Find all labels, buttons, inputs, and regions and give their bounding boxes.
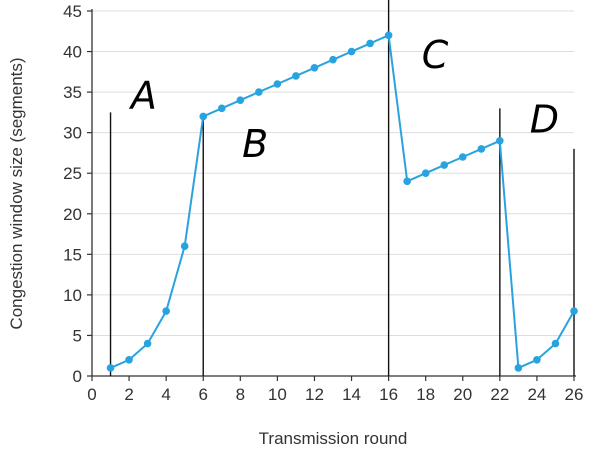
y-tick-label: 45: [63, 2, 82, 21]
y-axis-ticks: 0 5 10 15 20 25 30 35 40 45: [63, 2, 92, 386]
y-tick-label: 15: [63, 245, 82, 264]
x-tick-label: 10: [268, 385, 287, 404]
data-point: [347, 47, 356, 56]
grid-lines: [92, 10, 574, 336]
x-axis-title: Transmission round: [259, 429, 408, 448]
x-tick-label: 26: [565, 385, 584, 404]
y-tick-label: 0: [73, 367, 82, 386]
data-point: [514, 364, 523, 372]
data-point: [255, 88, 263, 96]
y-tick-label: 25: [63, 164, 82, 183]
y-tick-label: 35: [63, 83, 82, 102]
data-point: [533, 355, 541, 364]
data-point: [162, 307, 170, 315]
axes: [91, 9, 576, 377]
data-point: [273, 80, 282, 88]
data-point: [384, 31, 393, 40]
y-tick-label: 30: [63, 124, 82, 143]
x-axis-ticks: 0 2 4 6 8 10 12 14 16 18 20 22 24 26: [87, 376, 583, 404]
x-tick-label: 6: [198, 385, 207, 404]
annotations: A B C D: [128, 33, 559, 166]
data-point: [458, 153, 467, 161]
x-tick-label: 16: [379, 385, 398, 404]
data-point: [477, 145, 486, 153]
x-tick-label: 20: [453, 385, 472, 404]
data-points: [106, 31, 578, 372]
x-tick-label: 24: [527, 385, 546, 404]
y-tick-label: 40: [63, 43, 82, 62]
data-point: [143, 339, 152, 348]
y-axis-title: Congestion window size (segments): [7, 57, 26, 329]
annotation-label: A: [128, 73, 157, 117]
annotation-label: B: [242, 122, 268, 166]
x-tick-label: 2: [124, 385, 133, 404]
series-line: [110, 34, 575, 369]
data-point: [329, 55, 337, 64]
data-point: [106, 364, 115, 372]
x-tick-label: 22: [490, 385, 509, 404]
x-tick-label: 18: [416, 385, 435, 404]
y-tick-label: 5: [73, 326, 82, 345]
data-point: [292, 72, 300, 80]
x-tick-label: 14: [342, 385, 361, 404]
data-point: [403, 177, 411, 186]
x-tick-label: 0: [87, 385, 96, 404]
series-polyline: [110, 34, 575, 369]
x-tick-label: 8: [236, 385, 245, 404]
annotation-label: C: [422, 33, 449, 77]
y-tick-label: 10: [63, 286, 82, 305]
x-tick-label: 12: [305, 385, 324, 404]
data-point: [440, 161, 449, 169]
data-point: [217, 104, 226, 113]
data-point: [421, 169, 430, 178]
data-point: [125, 355, 133, 364]
data-point: [570, 307, 578, 315]
x-tick-label: 4: [161, 385, 170, 404]
data-point: [366, 39, 374, 48]
y-tick-label: 20: [63, 205, 82, 224]
data-point: [310, 63, 319, 72]
annotation-label: D: [530, 98, 559, 142]
data-point: [199, 112, 208, 121]
data-point: [236, 96, 245, 105]
data-point: [551, 339, 560, 348]
data-point: [496, 136, 504, 145]
data-point: [180, 242, 189, 251]
